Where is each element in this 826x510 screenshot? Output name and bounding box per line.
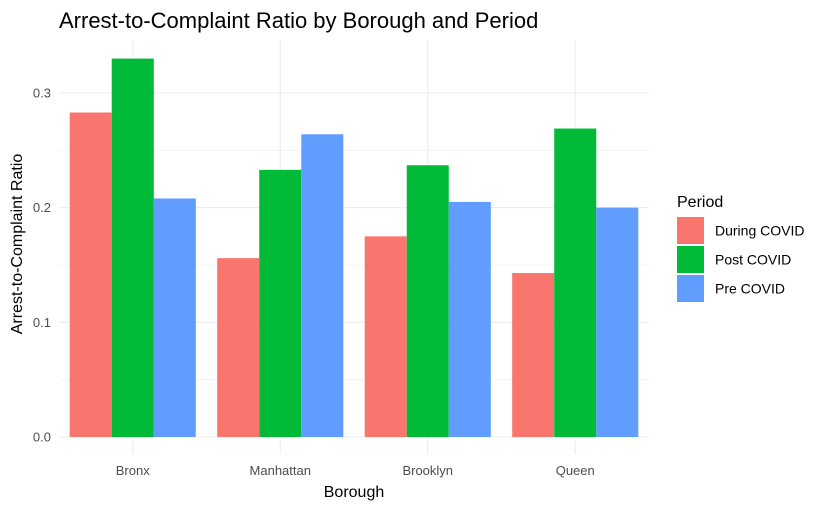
bar — [69, 112, 112, 437]
legend-label: Post COVID — [715, 252, 791, 268]
y-tick-label: 0.1 — [33, 315, 51, 330]
chart-title: Arrest-to-Complaint Ratio by Borough and… — [59, 8, 538, 33]
bar — [217, 258, 260, 437]
x-axis-title: Borough — [324, 484, 385, 501]
bar — [554, 128, 597, 437]
legend-swatch — [677, 246, 704, 273]
x-tick-label: Queen — [556, 463, 595, 478]
bar — [596, 207, 639, 437]
bar — [364, 236, 407, 437]
bar — [153, 198, 196, 437]
x-tick-label: Brooklyn — [402, 463, 453, 478]
legend: Period During COVID Post COVID Pre COVID — [677, 194, 804, 302]
legend-swatch — [677, 217, 704, 244]
y-axis-ticks: 0.0 0.1 0.2 0.3 — [33, 86, 51, 445]
bar — [259, 169, 302, 437]
y-axis-title: Arrest-to-Complaint Ratio — [9, 154, 26, 335]
legend-label: Pre COVID — [715, 281, 785, 297]
bar — [301, 134, 344, 437]
legend-label: During COVID — [715, 223, 804, 239]
y-tick-label: 0.2 — [33, 200, 51, 215]
x-tick-label: Manhattan — [250, 463, 311, 478]
legend-title: Period — [677, 194, 723, 211]
x-axis-ticks: Bronx Manhattan Brooklyn Queen — [116, 463, 595, 478]
bar — [448, 201, 491, 437]
bar — [111, 58, 154, 437]
y-tick-label: 0.0 — [33, 430, 51, 445]
x-tick-label: Bronx — [116, 463, 150, 478]
bar — [406, 165, 449, 438]
bar — [512, 273, 555, 437]
y-tick-label: 0.3 — [33, 86, 51, 101]
legend-swatch — [677, 275, 704, 302]
bars — [69, 58, 639, 438]
